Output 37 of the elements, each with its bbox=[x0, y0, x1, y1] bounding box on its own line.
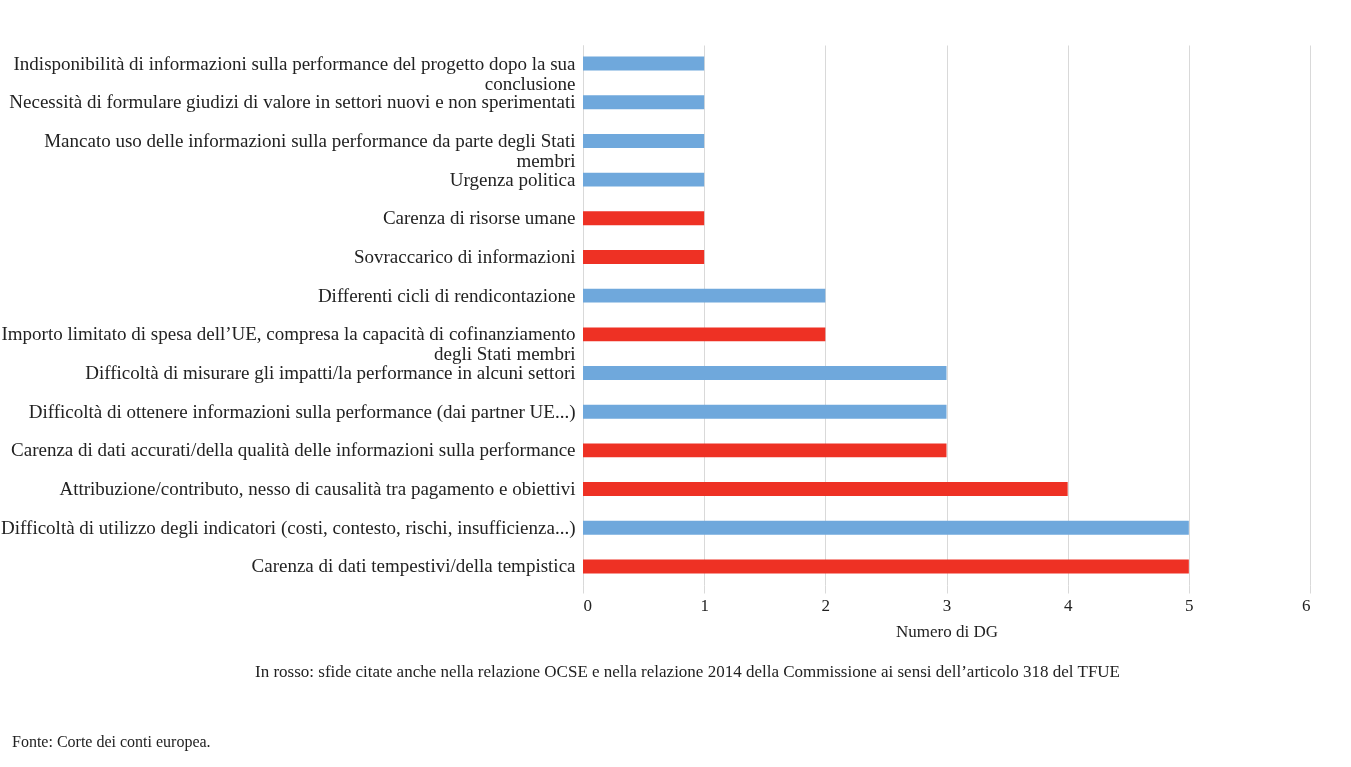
y-tick-label: Mancato uso delle informazioni sulla performance da parte degli Stati membri bbox=[44, 129, 576, 171]
bar bbox=[583, 95, 705, 110]
y-tick-label: Difficoltà di utilizzo degli indicatori (costi, contesto, rischi, insufficienza...) bbox=[1, 516, 576, 539]
bar bbox=[583, 443, 947, 458]
bar bbox=[583, 559, 1189, 574]
bar bbox=[583, 482, 1068, 497]
x-tick-label: 3 bbox=[942, 595, 952, 615]
bar bbox=[583, 133, 705, 148]
x-tick-label: 5 bbox=[1185, 595, 1194, 615]
x-axis-title: Numero di DG bbox=[896, 621, 998, 641]
bar bbox=[583, 211, 705, 226]
y-tick-label: Difficoltà di ottenere informazioni sulla performance (dai partner UE...) bbox=[28, 400, 576, 423]
y-tick-label: Carenza di dati tempestivi/della tempistica bbox=[251, 555, 577, 577]
y-tick-label: Attribuzione/contributo, nesso di causalità tra pagamento e obiettivi bbox=[59, 478, 576, 500]
y-tick-label: Carenza di risorse umane bbox=[382, 207, 576, 229]
bar bbox=[583, 366, 947, 380]
bar bbox=[583, 172, 705, 187]
y-tick-label: Differenti cicli di rendicontazione bbox=[317, 284, 576, 306]
bar bbox=[583, 288, 826, 303]
y-tick-label: Urgenza politica bbox=[449, 168, 577, 190]
bar bbox=[583, 250, 705, 264]
y-tick-label: Indisponibilità di informazioni sulla performance del progetto dopo la sua conclusione bbox=[13, 52, 577, 94]
y-tick-label: Sovraccarico di informazioni bbox=[353, 245, 576, 267]
source-note: Fonte: Corte dei conti europea. bbox=[12, 733, 211, 751]
y-tick-label: Necessità di formulare giudizi di valore in settori nuovi e non sperimentati bbox=[9, 91, 576, 113]
bar bbox=[583, 404, 947, 419]
bar bbox=[583, 520, 1189, 535]
x-tick-label: 0 bbox=[583, 595, 592, 615]
bar bbox=[583, 327, 826, 342]
x-tick-label: 2 bbox=[821, 595, 831, 615]
x-tick-label: 6 bbox=[1302, 595, 1311, 615]
text: In rosso: sfide citate anche nella relazione OCSE e nella relazione 2014 della Commissione ai sensi dell’articolo 318 del TFUE bbox=[254, 662, 1121, 682]
bar bbox=[583, 56, 705, 71]
x-tick-label: 4 bbox=[1063, 595, 1073, 615]
y-tick-label: Importo limitato di spesa dell’UE, compresa la capacità di cofinanziamento degli Stati membri bbox=[1, 323, 576, 365]
y-tick-label: Carenza di dati accurati/della qualità delle informazioni sulla performance bbox=[11, 439, 576, 461]
x-tick-label: 1 bbox=[700, 595, 709, 615]
